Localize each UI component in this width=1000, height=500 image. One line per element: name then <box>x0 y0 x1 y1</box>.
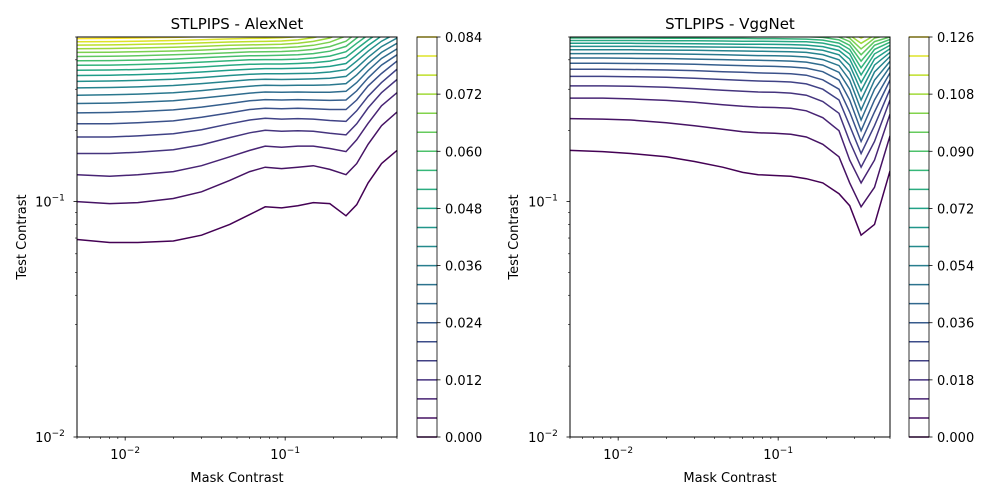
y-axis-label: Test Contrast <box>507 194 522 280</box>
contour-line <box>77 111 397 205</box>
chart-title: STLPIPS - AlexNet <box>171 15 304 33</box>
contour-line <box>77 37 397 89</box>
colorbar-tick-label: 0.108 <box>937 88 974 103</box>
x-axis-label: Mask Contrast <box>190 471 283 486</box>
x-tick-label: 10−1 <box>763 446 793 463</box>
contour-line <box>77 60 397 125</box>
contour-line <box>77 37 392 83</box>
colorbar-tick-label: 0.054 <box>937 260 974 275</box>
y-axis: 10−2 10−1 <box>528 36 570 446</box>
contour-line <box>570 75 890 156</box>
colorbar-tick-label: 0.036 <box>937 317 974 332</box>
contour-lines <box>77 37 397 244</box>
contour-line <box>570 45 890 93</box>
contour-line <box>77 37 300 43</box>
colorbar-tick-label: 0.084 <box>445 31 482 46</box>
contour-line <box>570 149 890 237</box>
contour-line <box>77 37 214 40</box>
contour-line <box>778 37 890 63</box>
contour-line <box>77 54 397 114</box>
colorbar: 0.000 0.018 0.036 0.054 0.072 0.090 0.108 0.126 <box>908 31 974 446</box>
x-tick-label: 10−2 <box>110 446 140 463</box>
colorbar-frame <box>908 36 930 438</box>
contour-line <box>77 37 335 50</box>
colorbar-tick-label: 0.000 <box>445 431 482 446</box>
contour-line <box>570 42 890 85</box>
colorbar-tick-label: 0.012 <box>445 374 482 389</box>
colorbar-frame <box>416 36 438 438</box>
contour-line <box>570 68 890 144</box>
contour-line <box>570 57 890 123</box>
y-tick-label: 10−2 <box>35 429 65 446</box>
contour-line <box>77 37 346 54</box>
x-tick-label: 10−1 <box>270 446 300 463</box>
contour-line <box>570 52 890 112</box>
colorbar: 0.000 0.012 0.024 0.036 0.048 0.060 0.072 0.084 <box>416 31 482 446</box>
x-axis: 10−2 10−1 <box>569 437 891 463</box>
contour-line <box>77 37 320 46</box>
x-axis-label: Mask Contrast <box>683 471 776 486</box>
colorbar-tick-label: 0.018 <box>937 374 974 389</box>
contour-line <box>77 37 367 67</box>
contour-line <box>570 117 890 209</box>
colorbar-tick-label: 0.024 <box>445 317 482 332</box>
contour-line <box>77 92 397 178</box>
contour-line <box>832 37 890 56</box>
contour-line <box>77 37 382 77</box>
chart-title: STLPIPS - VggNet <box>665 15 795 33</box>
contour-line <box>570 85 890 169</box>
colorbar-tick-label: 0.090 <box>937 145 974 160</box>
contour-line <box>77 42 397 96</box>
contour-line <box>570 97 890 185</box>
contour-line <box>570 49 890 102</box>
colorbar-tick-label: 0.126 <box>937 31 974 46</box>
contour-lines <box>570 37 890 237</box>
contour-line <box>77 37 360 62</box>
y-tick-label: 10−1 <box>528 194 558 211</box>
contour-line <box>570 62 890 133</box>
chart-vggnet: STLPIPS - VggNet 10−2 10−1 10−2 10−1 Mask … <box>507 15 974 486</box>
colorbar-tick-label: 0.072 <box>445 88 482 103</box>
contour-line <box>77 78 397 155</box>
contour-line <box>77 37 374 72</box>
x-tick-label: 10−2 <box>603 446 633 463</box>
y-tick-label: 10−2 <box>528 429 558 446</box>
contour-line <box>77 68 397 138</box>
y-tick-label: 10−1 <box>35 194 65 211</box>
colorbar-tick-label: 0.000 <box>937 431 974 446</box>
chart-alexnet: STLPIPS - AlexNet 10−2 10−1 10−2 10−1 Mask… <box>15 15 482 486</box>
colorbar-tick-label: 0.060 <box>445 145 482 160</box>
y-axis: 10−2 10−1 <box>35 36 77 446</box>
y-axis-label: Test Contrast <box>15 194 30 280</box>
contour-line <box>850 37 873 45</box>
x-axis: 10−2 10−1 <box>76 437 398 463</box>
colorbar-tick-label: 0.036 <box>445 260 482 275</box>
contour-line <box>77 37 353 58</box>
contour-line <box>570 37 890 70</box>
colorbar-tick-label: 0.072 <box>937 202 974 217</box>
contour-line <box>844 37 883 50</box>
contour-line <box>77 149 397 244</box>
colorbar-tick-label: 0.048 <box>445 202 482 217</box>
contour-line <box>570 39 890 77</box>
contour-line <box>77 48 397 105</box>
